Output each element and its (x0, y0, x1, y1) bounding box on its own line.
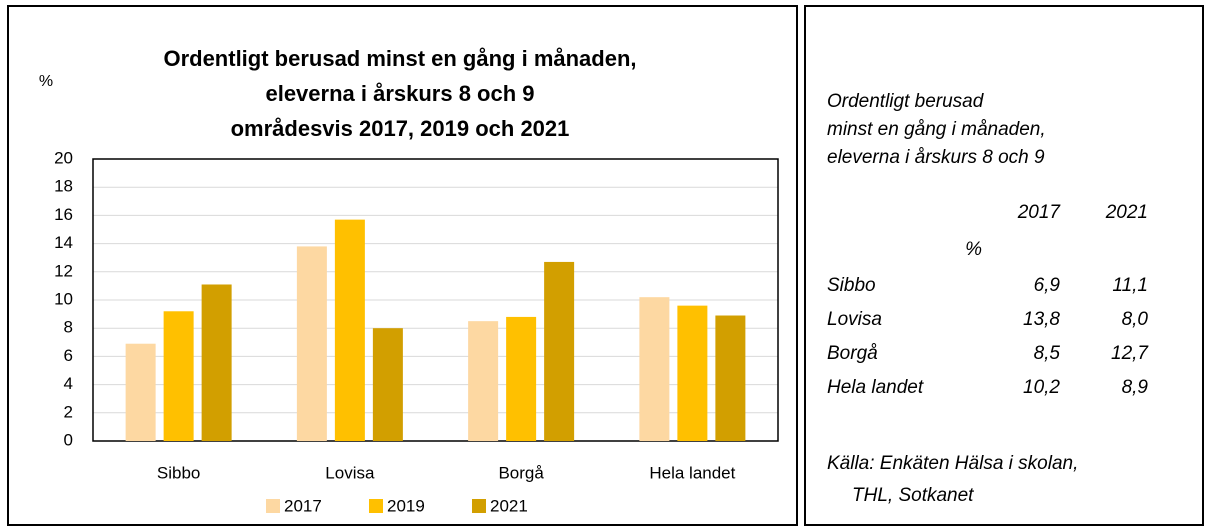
x-tick-label: Hela landet (649, 463, 735, 482)
y-tick-label: 8 (64, 318, 73, 337)
bar (125, 343, 156, 441)
x-tick-label: Borgå (498, 463, 544, 482)
y-tick-label: 12 (54, 261, 73, 280)
row-label: Borgå (827, 343, 878, 364)
legend-label: 2019 (387, 496, 425, 515)
cell: 13,8 (1023, 309, 1060, 330)
bar (201, 284, 232, 441)
y-tick-label: 18 (54, 177, 73, 196)
cell: 11,1 (1112, 275, 1148, 296)
y-tick-label: 2 (64, 402, 73, 421)
bar (334, 219, 365, 441)
legend-swatch (266, 499, 280, 513)
y-tick-label: 14 (54, 233, 73, 252)
bar (468, 321, 499, 441)
y-tick-label: 6 (64, 346, 73, 365)
row-label: Hela landet (827, 377, 924, 398)
legend-label: 2017 (284, 496, 322, 515)
column-header: 2021 (1105, 202, 1148, 223)
cell: 12,7 (1111, 343, 1149, 364)
side-title: Ordentligt berusad (827, 91, 985, 112)
source: Källa: Enkäten Hälsa i skolan, (827, 453, 1078, 474)
column-header: 2017 (1017, 202, 1062, 223)
side-title: minst en gång i månaden, (827, 119, 1046, 140)
bar (372, 328, 403, 441)
x-tick-label: Lovisa (325, 463, 375, 482)
source: THL, Sotkanet (852, 485, 974, 506)
y-tick-label: 0 (64, 430, 73, 449)
legend-swatch (472, 499, 486, 513)
chart-title: Ordentligt berusad minst en gång i månad… (163, 46, 636, 71)
bar (715, 315, 746, 441)
cell: 8,9 (1122, 377, 1149, 398)
bar (639, 297, 670, 441)
cell: 8,0 (1122, 309, 1149, 330)
chart-frame (7, 5, 798, 526)
plot-frame (92, 158, 779, 442)
y-tick-label: 16 (54, 205, 73, 224)
cell: 10,2 (1023, 377, 1060, 398)
row-label: Lovisa (827, 309, 882, 330)
chart-title: områdesvis 2017, 2019 och 2021 (231, 116, 570, 141)
bar (296, 246, 327, 441)
bar (163, 311, 194, 441)
bar (544, 261, 575, 441)
bar (506, 316, 537, 441)
x-tick-label: Sibbo (157, 463, 200, 482)
legend-swatch (369, 499, 383, 513)
cell: 8,5 (1034, 343, 1061, 364)
y-tick-label: 20 (54, 148, 73, 167)
y-tick-label: 10 (54, 289, 73, 308)
row-label: Sibbo (827, 275, 876, 296)
y-tick-label: 4 (64, 374, 73, 393)
cell: 6,9 (1034, 275, 1061, 296)
legend-label: 2021 (490, 496, 528, 515)
bar (677, 305, 708, 441)
chart-title: eleverna i årskurs 8 och 9 (265, 81, 534, 106)
y-axis-label: % (39, 73, 53, 90)
unit-label: % (965, 239, 982, 260)
side-title: eleverna i årskurs 8 och 9 (827, 147, 1045, 168)
side-frame (804, 5, 1204, 526)
